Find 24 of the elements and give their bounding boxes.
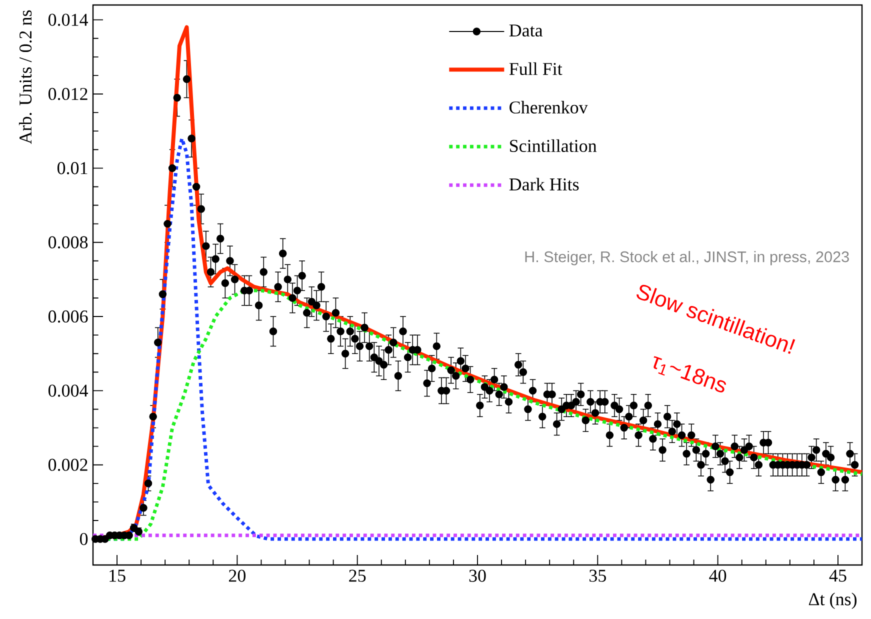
- x-tick-label: 15: [110, 570, 126, 582]
- x-tick-label: 45: [829, 570, 846, 582]
- legend-label: Full Fit: [509, 62, 562, 76]
- y-axis-title: Arb. Units / 0.2 ns: [18, 10, 32, 144]
- legend-label: Dark Hits: [509, 178, 579, 191]
- x-tick-label: 25: [349, 570, 366, 582]
- annotation: H. Steiger, R. Stock et al., JINST, in press, 2023: [525, 250, 849, 266]
- y-tick-label: 0.004: [48, 384, 88, 397]
- y-tick-label: 0.01: [57, 162, 88, 174]
- legend-label: Data: [509, 24, 543, 37]
- y-tick-label: 0.002: [48, 458, 88, 471]
- y-tick-label: 0.008: [48, 236, 88, 248]
- annotation: τ$_{1}$~18ns: [654, 356, 726, 392]
- x-tick-label: 20: [228, 570, 246, 582]
- x-tick-label: 30: [469, 570, 486, 582]
- x-axis-title: Δt (ns): [808, 592, 857, 609]
- x-tick-label: 35: [590, 570, 606, 582]
- y-tick-label: 0.014: [48, 14, 88, 26]
- y-tick-label: 0: [80, 532, 88, 546]
- legend-label: Scintillation: [510, 139, 597, 152]
- y-tick-label: 0.006: [48, 310, 88, 323]
- legend-label: Cherenkov: [510, 100, 588, 114]
- x-tick-label: 40: [709, 570, 726, 582]
- y-tick-label: 0.012: [48, 88, 88, 100]
